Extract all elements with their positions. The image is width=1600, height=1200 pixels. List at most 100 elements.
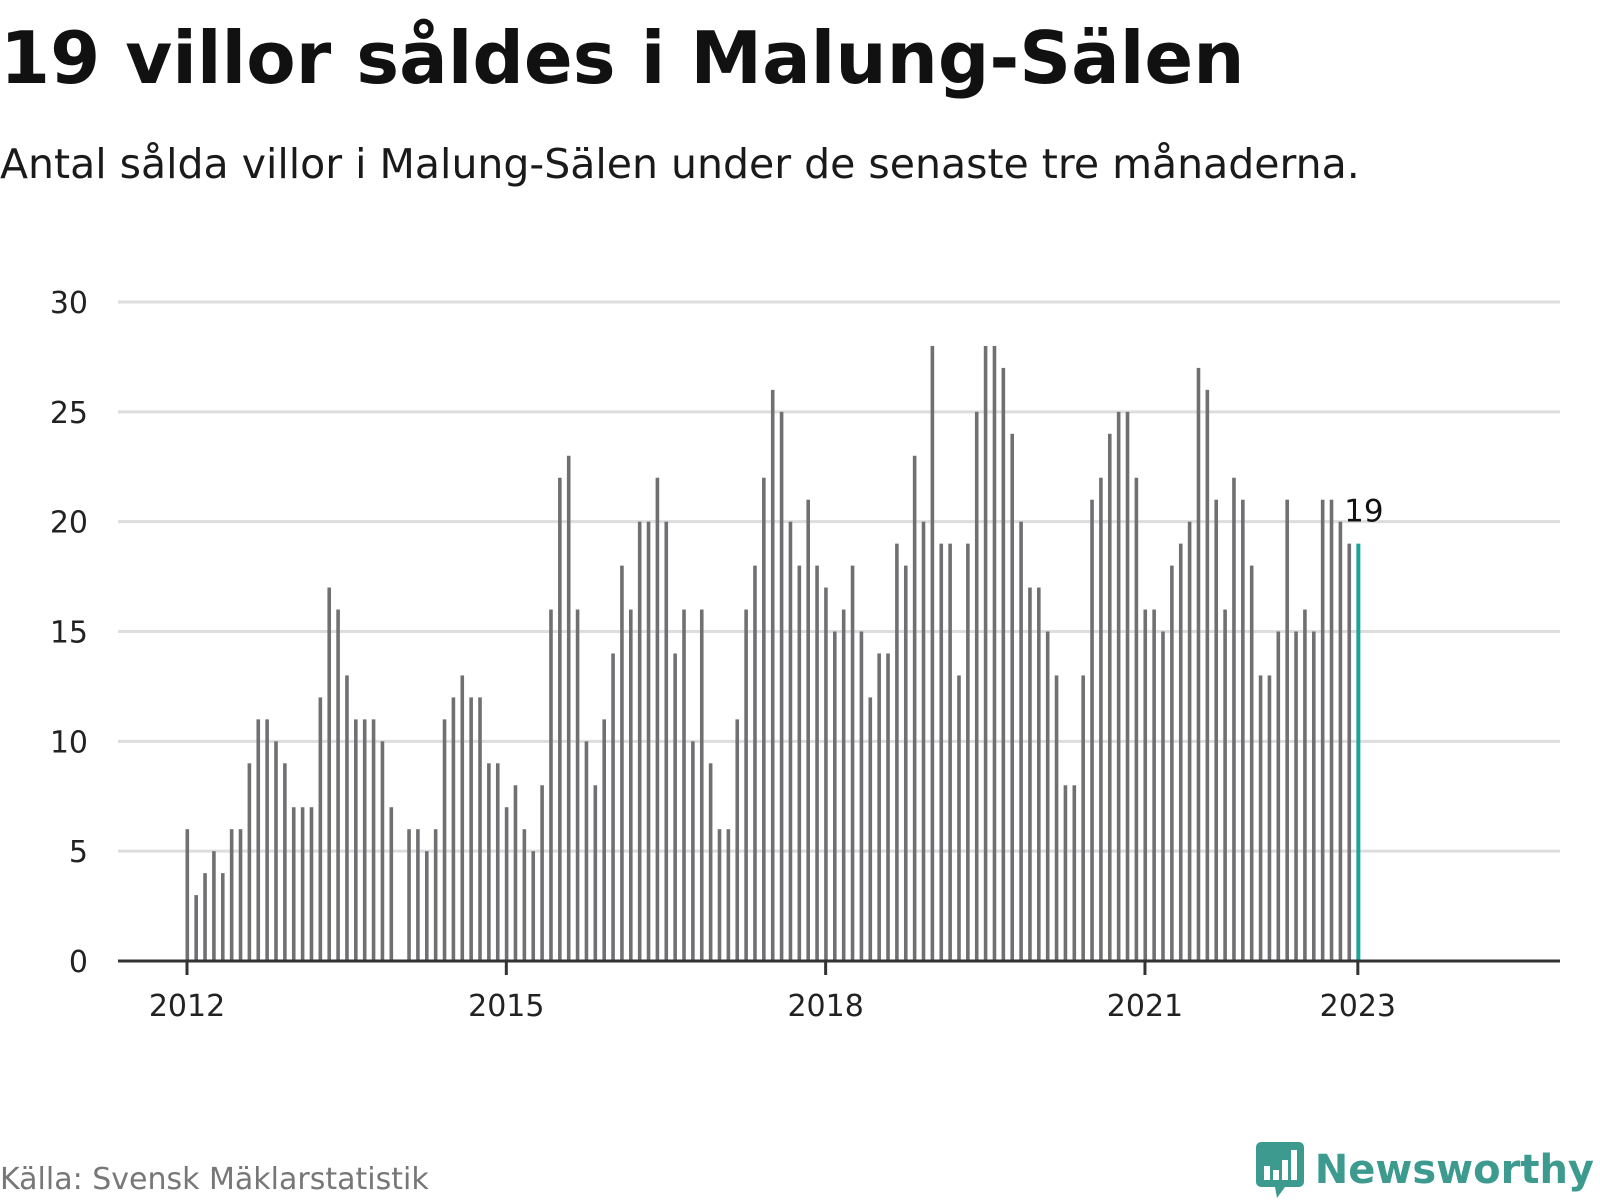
bar [416,829,420,961]
bar [1063,785,1068,961]
highlight-value-label: 19 [1344,494,1383,530]
brand-name: Newsworthy [1314,1147,1594,1193]
bar [1134,477,1139,961]
bar [602,719,606,961]
bar [611,653,615,961]
bar [354,719,358,961]
bar [362,719,367,961]
bar [584,741,589,961]
bar [1010,433,1015,961]
bar [575,609,580,961]
y-tick-label: 20 [50,506,88,541]
bar [762,477,766,961]
bar [1019,521,1023,961]
bar [1232,477,1236,961]
bar [1276,631,1281,961]
bar [487,763,491,961]
bar [309,807,314,961]
bar [1329,499,1334,961]
bar [513,785,518,961]
bar [1161,631,1165,961]
bar [1072,785,1077,961]
bar [1223,609,1227,961]
bar [930,345,935,961]
bar [841,609,846,961]
bar [992,345,997,961]
bar [779,411,784,961]
bar [380,741,385,961]
bar [770,389,775,961]
bar [1054,675,1059,961]
bar [788,521,793,961]
bar [274,741,278,961]
bar [735,719,740,961]
bar [283,763,287,961]
x-tick-label: 2021 [1107,989,1183,1024]
bar [1143,609,1148,961]
bar [1045,631,1050,961]
bar [345,675,349,961]
brand-logo: Newsworthy [1255,1140,1594,1200]
bar [886,653,890,961]
bar-chart: 0 5 10 15 20 25 30 2012 2015 2018 2021 2023 19 [50,286,1560,1024]
bar [318,697,323,961]
bar [1258,675,1263,961]
x-tick-label: 2018 [787,989,863,1024]
bar [691,741,695,961]
x-axis-tick-labels: 2012 2015 2018 2021 2023 [149,989,1396,1024]
bar [291,807,296,961]
bar [948,543,952,961]
bar [558,477,562,961]
newsworthy-logo-icon [1255,1142,1304,1198]
bar [744,609,748,961]
bar [185,829,190,961]
bar [327,587,332,961]
chart-title: 19 villor såldes i Malung-Sälen [0,16,1245,100]
bar [957,675,961,961]
bar [1170,565,1174,961]
bar [238,829,243,961]
bar [371,719,376,961]
y-axis-tick-labels: 0 5 10 15 20 25 30 [50,286,88,980]
bar [1249,565,1254,961]
bar [522,829,527,961]
bar [469,697,473,961]
bar [1090,499,1094,961]
grid-lines [118,300,1560,853]
bar [646,521,651,961]
bar [256,719,261,961]
bar [433,829,438,961]
bar [424,851,429,961]
bar [912,455,917,961]
source-note: Källa: Svensk Mäklarstatistik [0,1162,429,1197]
bar [629,609,633,961]
bar [1152,609,1156,961]
bar [850,565,855,961]
bar [229,829,234,961]
bar [478,697,482,961]
y-tick-label: 10 [50,725,88,760]
bar [1107,433,1112,961]
bar [726,829,731,961]
bar [859,631,864,961]
bar [682,609,686,961]
bar [1294,631,1298,961]
bar [903,565,908,961]
bar [531,851,536,961]
bar [1178,543,1183,961]
bar [833,631,837,961]
y-tick-label: 25 [50,396,88,431]
bar-highlight [1356,543,1361,961]
bar [824,587,828,961]
bar [877,653,881,961]
bar [655,477,660,961]
chart-subtitle: Antal sålda villor i Malung-Sälen under … [0,140,1360,188]
bar [504,807,509,961]
bar [194,895,198,961]
bar [203,873,207,961]
bar [1241,499,1245,961]
bar [620,565,624,961]
bar [717,829,722,961]
bar [1116,411,1121,961]
bar [1099,477,1103,961]
